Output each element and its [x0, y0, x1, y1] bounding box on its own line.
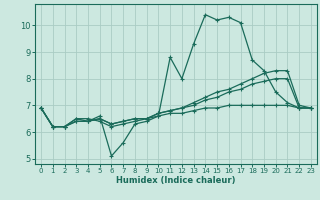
- X-axis label: Humidex (Indice chaleur): Humidex (Indice chaleur): [116, 176, 236, 185]
